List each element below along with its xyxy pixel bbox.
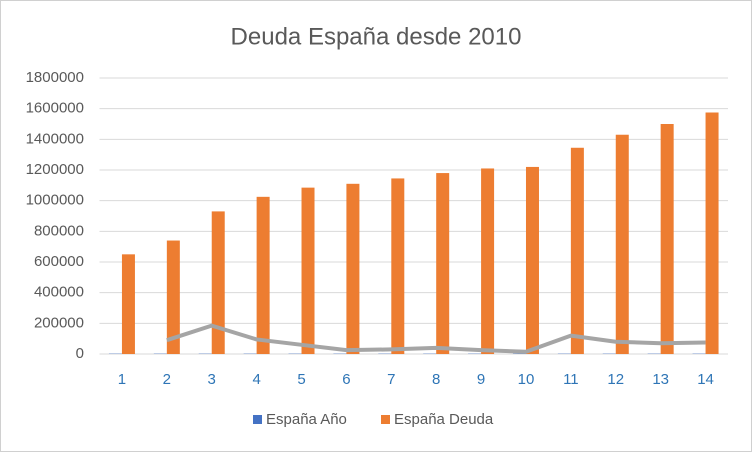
x-tick-label: 4 [252, 371, 260, 388]
bar [570, 147, 584, 354]
bar [211, 211, 225, 354]
y-tick-label: 200000 [34, 314, 84, 331]
legend-label: España Deuda [394, 411, 494, 428]
x-tick-label: 7 [387, 371, 395, 388]
legend-swatch [253, 415, 262, 424]
x-tick-label: 12 [607, 371, 624, 388]
x-tick-label: 3 [208, 371, 216, 388]
bar [301, 187, 315, 354]
y-tick-label: 1400000 [26, 130, 84, 147]
x-tick-label: 9 [477, 371, 485, 388]
bar [481, 168, 495, 354]
y-tick-label: 600000 [34, 253, 84, 270]
bar [660, 124, 674, 354]
bar [615, 134, 629, 354]
y-tick-label: 800000 [34, 222, 84, 239]
y-tick-label: 1000000 [26, 192, 84, 209]
bar [346, 183, 360, 354]
x-tick-label: 5 [297, 371, 305, 388]
bar [256, 196, 270, 354]
line [166, 323, 706, 354]
y-tick-label: 1800000 [26, 69, 84, 86]
x-tick-label: 2 [163, 371, 171, 388]
bar [391, 178, 405, 354]
legend-swatch [381, 415, 390, 424]
x-tick-label: 14 [697, 371, 714, 388]
x-tick-label: 11 [563, 371, 579, 388]
bar [705, 112, 719, 354]
x-tick-label: 1 [118, 371, 126, 388]
bar [525, 166, 539, 354]
bar [121, 254, 135, 354]
x-tick-label: 10 [518, 371, 535, 388]
y-tick-label: 0 [76, 345, 84, 362]
y-tick-label: 1600000 [26, 100, 84, 117]
x-tick-label: 6 [342, 371, 350, 388]
bar [166, 240, 180, 354]
bar [436, 173, 450, 354]
x-tick-label: 13 [652, 371, 669, 388]
y-tick-label: 1200000 [26, 161, 84, 178]
x-tick-label: 8 [432, 371, 440, 388]
legend-label: España Año [266, 411, 347, 428]
chart-title: Deuda España desde 2010 [231, 23, 522, 50]
y-tick-label: 400000 [34, 284, 84, 301]
